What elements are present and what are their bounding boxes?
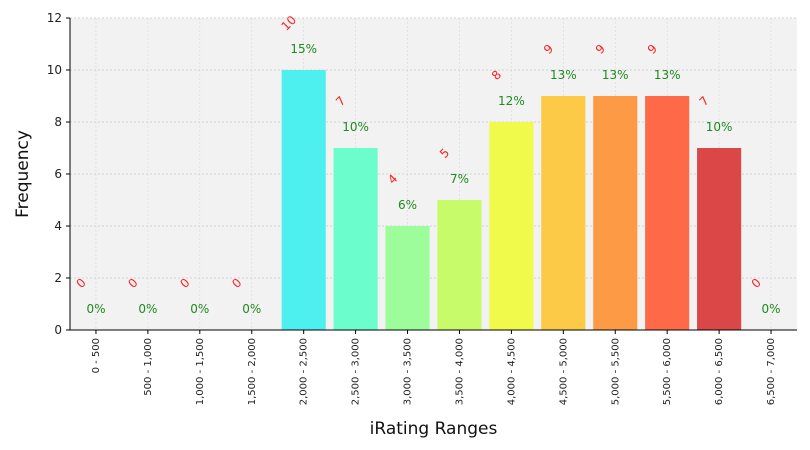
x-tick-label: 5,500 - 6,000: [662, 338, 673, 405]
percent-label: 15%: [290, 42, 317, 56]
y-tick-label: 10: [47, 63, 62, 77]
y-tick-label: 2: [54, 271, 62, 285]
bar: [697, 148, 742, 330]
percent-label: 13%: [550, 68, 577, 82]
x-tick-label: 6,000 - 6,500: [714, 338, 725, 405]
percent-label: 0%: [138, 302, 157, 316]
y-tick-label: 4: [54, 219, 62, 233]
x-tick-label: 2,500 - 3,000: [351, 338, 362, 405]
bar: [437, 200, 482, 330]
percent-label: 7%: [450, 172, 469, 186]
bar: [333, 148, 378, 330]
bars: [281, 70, 742, 330]
percent-label: 0%: [762, 302, 781, 316]
y-tick-label: 8: [54, 115, 62, 129]
x-tick-label: 3,500 - 4,000: [454, 338, 465, 405]
x-tick-label: 5,000 - 5,500: [610, 338, 621, 405]
y-tick-label: 12: [47, 11, 62, 25]
x-tick-label: 1,000 - 1,500: [195, 338, 206, 405]
bar: [385, 226, 430, 330]
bar: [281, 70, 326, 330]
x-tick-label: 1,500 - 2,000: [247, 338, 258, 405]
percent-label: 6%: [398, 198, 417, 212]
percent-label: 13%: [602, 68, 629, 82]
x-tick-label: 6,500 - 7,000: [766, 338, 777, 405]
x-tick-label: 4,000 - 4,500: [506, 338, 517, 405]
percent-label: 0%: [190, 302, 209, 316]
percent-label: 10%: [706, 120, 733, 134]
bar: [489, 122, 534, 330]
x-tick-label: 2,000 - 2,500: [299, 338, 310, 405]
percent-label: 12%: [498, 94, 525, 108]
x-tick-label: 3,000 - 3,500: [403, 338, 414, 405]
y-tick-label: 0: [54, 323, 62, 337]
y-tick-label: 6: [54, 167, 62, 181]
percent-label: 10%: [342, 120, 369, 134]
x-tick-label: 4,500 - 5,000: [558, 338, 569, 405]
axes: 0 2 4 6 8 10 12 0 - 500 500 - 1,000 1,000 - 1,500…: [47, 11, 797, 405]
percent-label: 0%: [86, 302, 105, 316]
x-axis-title: iRating Ranges: [370, 419, 498, 439]
bar: [593, 96, 638, 330]
percent-label: 0%: [242, 302, 261, 316]
percent-label: 13%: [654, 68, 681, 82]
bar: [645, 96, 690, 330]
bar: [541, 96, 586, 330]
x-tick-label: 500 - 1,000: [143, 338, 154, 396]
y-axis-title: Frequency: [13, 130, 33, 218]
x-tick-label: 0 - 500: [91, 338, 102, 373]
